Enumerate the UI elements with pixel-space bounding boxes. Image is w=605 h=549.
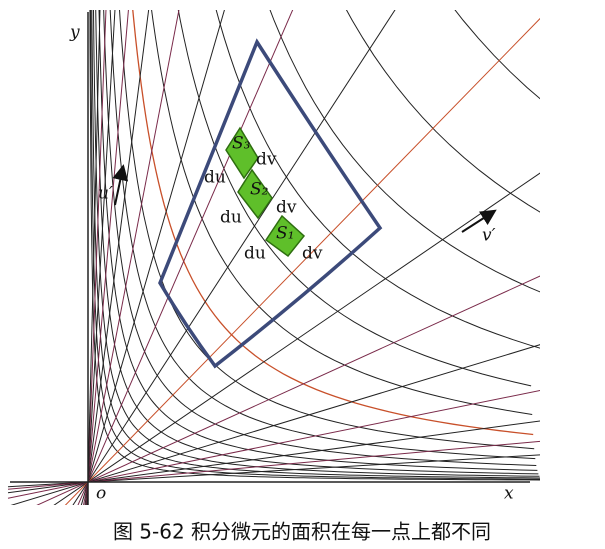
u-label: u′ bbox=[98, 184, 113, 204]
curve bbox=[36, 275, 540, 505]
y-label: y bbox=[69, 23, 80, 43]
dv-label: dv bbox=[256, 150, 277, 170]
curve bbox=[10, 344, 540, 505]
du-label: du bbox=[220, 208, 242, 228]
curve bbox=[77, 10, 294, 505]
curve bbox=[151, 10, 533, 415]
curve bbox=[80, 10, 225, 505]
curve bbox=[86, 10, 116, 505]
dv-label: dv bbox=[302, 244, 323, 264]
curve bbox=[53, 172, 540, 505]
curve bbox=[72, 10, 396, 505]
curve bbox=[95, 10, 539, 475]
curve bbox=[345, 10, 540, 213]
curve bbox=[103, 10, 537, 466]
curve bbox=[109, 10, 536, 460]
curve bbox=[92, 10, 540, 477]
curve bbox=[86, 10, 101, 505]
curve bbox=[132, 10, 534, 436]
curve bbox=[84, 10, 150, 505]
curve bbox=[7, 420, 540, 494]
curve bbox=[83, 10, 180, 505]
du-label: du bbox=[204, 168, 226, 188]
element-label: S₂ bbox=[250, 180, 269, 200]
caption: 图 5-62 积分微元的面积在每一点上都不同 bbox=[113, 520, 491, 544]
curve bbox=[98, 10, 538, 471]
curve bbox=[64, 17, 540, 505]
curve bbox=[269, 10, 540, 293]
area-element bbox=[225, 126, 306, 258]
du-label: du bbox=[244, 244, 266, 264]
curve bbox=[215, 10, 540, 349]
dv-label: dv bbox=[276, 198, 297, 218]
x-label: x bbox=[504, 484, 514, 504]
element-label: S₃ bbox=[232, 134, 251, 154]
curve-family bbox=[7, 10, 540, 505]
curve bbox=[7, 389, 540, 499]
curve bbox=[85, 10, 129, 505]
curve bbox=[177, 10, 532, 387]
v-arrow bbox=[461, 209, 497, 233]
curve bbox=[454, 10, 540, 100]
curve bbox=[90, 10, 540, 480]
origin-label: o bbox=[96, 484, 106, 504]
curve bbox=[91, 10, 540, 479]
element-label: S₁ bbox=[276, 224, 294, 244]
curve bbox=[86, 10, 107, 505]
v-label: v′ bbox=[482, 226, 496, 246]
region-boundary bbox=[158, 38, 383, 369]
u-arrow bbox=[112, 164, 129, 206]
